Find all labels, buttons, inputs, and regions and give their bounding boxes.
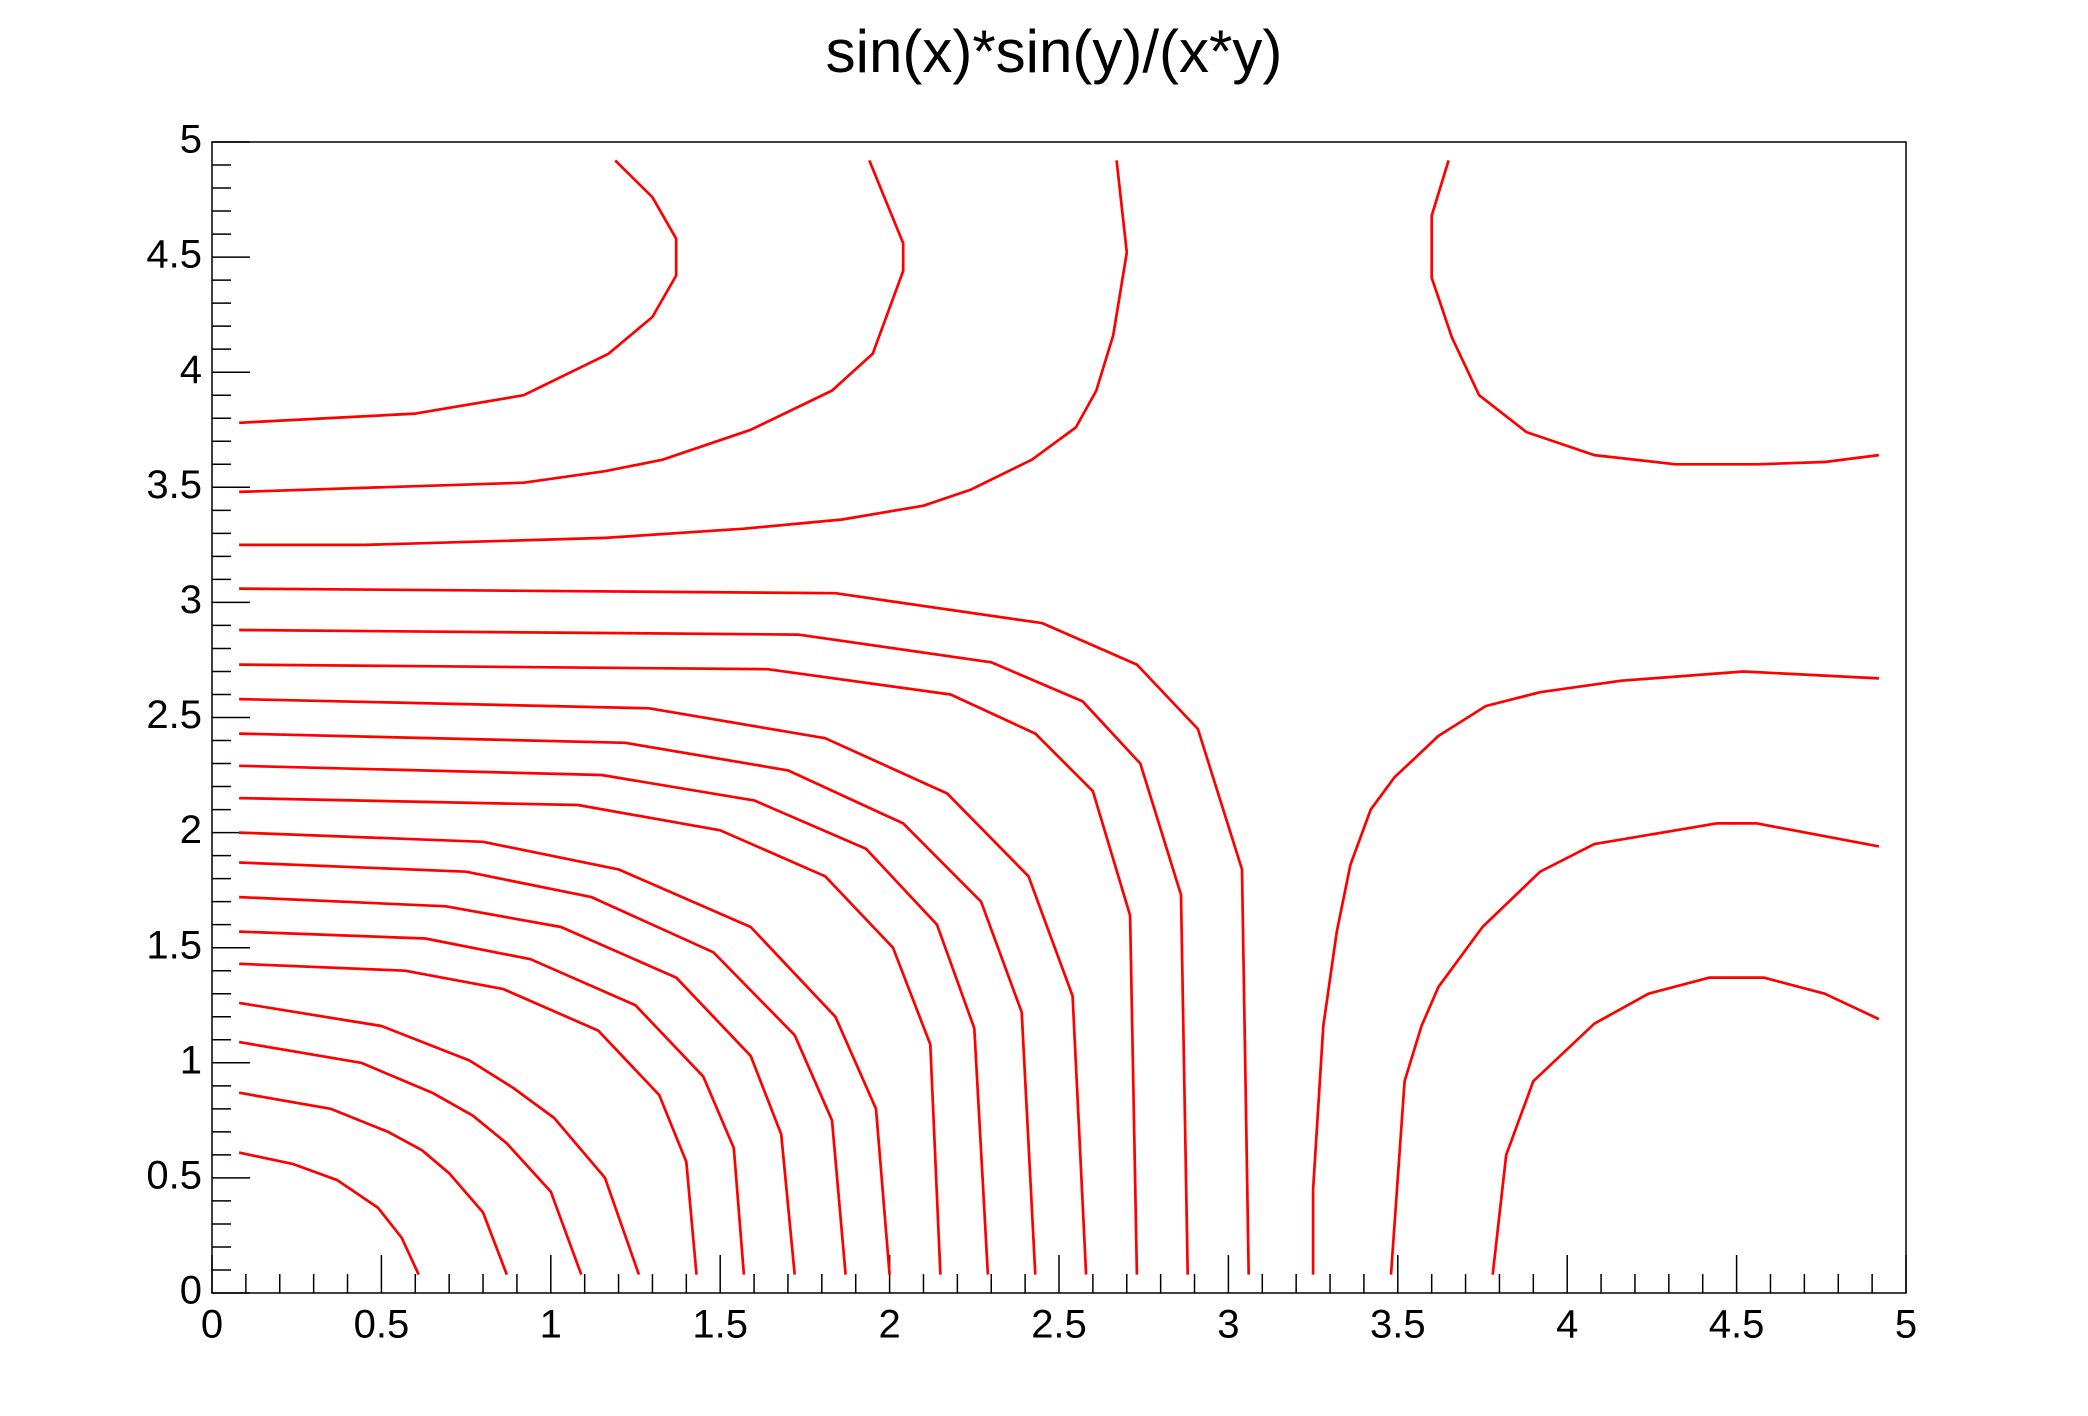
y-tick-label: 2 [180, 808, 202, 852]
contour-line [238, 1151, 420, 1276]
y-tick-label: 3 [180, 578, 202, 622]
contour-line [1311, 670, 1879, 1275]
x-tick-label: 2.5 [1031, 1303, 1087, 1347]
contour-line [238, 1091, 509, 1276]
y-tick-label: 0 [180, 1269, 202, 1313]
contour-line [1430, 160, 1880, 466]
x-tick-label: 2 [878, 1303, 900, 1347]
y-tick-label: 4 [180, 348, 202, 392]
contour-line [1389, 822, 1880, 1275]
y-tick-label: 5 [180, 118, 202, 162]
contour-line [239, 628, 1190, 1275]
y-tick-label: 0.5 [146, 1153, 202, 1197]
x-tick-label: 4.5 [1709, 1303, 1765, 1347]
contour-line [238, 1001, 641, 1276]
x-tick-label: 5 [1895, 1303, 1917, 1347]
y-tick-label: 3.5 [146, 463, 202, 507]
contour-line [239, 962, 698, 1275]
contour-line [239, 831, 891, 1275]
contour-line [239, 861, 847, 1275]
contour-line [239, 160, 1129, 547]
y-tick-label: 1 [180, 1038, 202, 1082]
contour-line [239, 930, 746, 1275]
contour-line [1491, 976, 1880, 1275]
contour-line [239, 159, 678, 425]
contour-line [239, 895, 797, 1275]
x-tick-label: 0 [201, 1303, 223, 1347]
x-tick-label: 1 [540, 1303, 562, 1347]
contour-line [239, 796, 942, 1275]
x-tick-label: 0.5 [354, 1303, 410, 1347]
contour-line [238, 1040, 583, 1276]
x-tick-label: 4 [1556, 1303, 1578, 1347]
x-tick-label: 3 [1217, 1303, 1239, 1347]
contour-line [239, 732, 1037, 1275]
x-tick-label: 3.5 [1370, 1303, 1426, 1347]
chart-title: sin(x)*sin(y)/(x*y) [826, 18, 1283, 85]
contour-line [239, 764, 990, 1275]
contour-line [239, 663, 1139, 1275]
x-tick-label: 1.5 [692, 1303, 748, 1347]
y-tick-label: 2.5 [146, 693, 202, 737]
y-tick-label: 4.5 [146, 233, 202, 277]
contour-line [239, 159, 905, 494]
contour-line [239, 587, 1251, 1275]
contour-line [239, 697, 1088, 1275]
y-tick-label: 1.5 [146, 923, 202, 967]
